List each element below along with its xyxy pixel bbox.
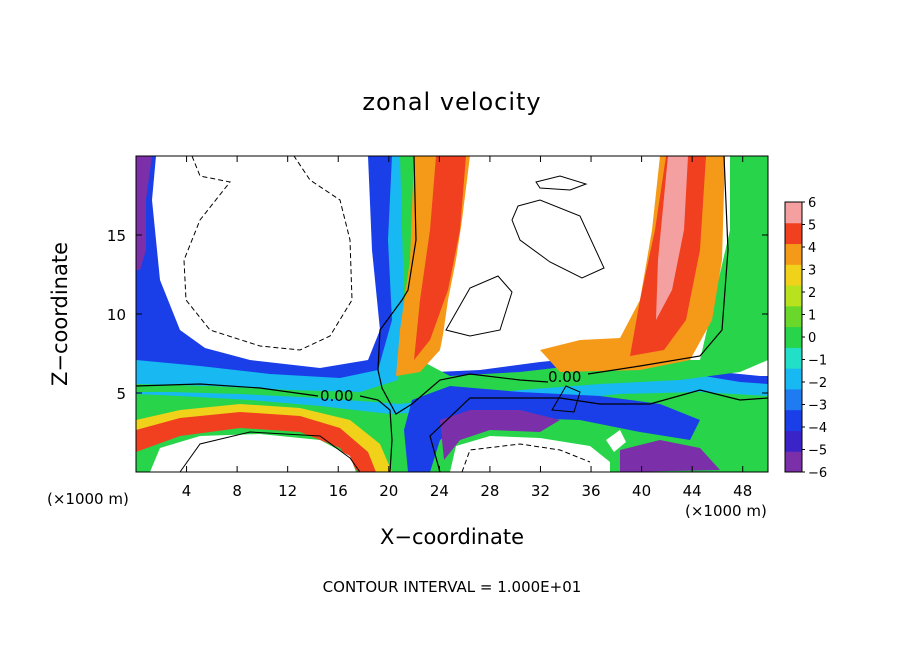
field-plume-pink-right [656,156,688,320]
x-tick-label: 24 [430,482,449,500]
colorbar-label: 2 [808,286,816,301]
colorbar-label: −6 [808,466,827,481]
colorbar-swatch [785,305,802,328]
colorbar-swatch [785,285,802,307]
field-trough-blue-mid [404,386,700,472]
colorbar-swatch [785,430,802,452]
colorbar-label: 3 [808,264,816,279]
contour-loop-lower-right [551,385,581,413]
contour-loop-lower-left [179,431,361,472]
contour-dashed-lower [461,443,591,472]
colorbar-swatch [785,368,802,390]
colorbar-label: 1 [808,309,816,324]
contour-zero-right [587,156,729,375]
colorbar: −6 −5 −4 −3 −2 −1 0 1 2 3 4 5 6 [784,196,827,481]
x-tick-label: 12 [278,482,297,500]
colorbar-label: 6 [808,196,816,211]
colorbar-label: −1 [808,354,827,369]
x-tick-label: 40 [632,482,651,500]
field-column-red-24 [414,156,466,360]
contour-interval-note: CONTOUR INTERVAL = 1.000E+01 [322,578,582,596]
x-tick-label: 36 [581,482,600,500]
colorbar-swatch [785,409,802,431]
contour-label-zero: 0.00 [320,387,353,405]
x-unit-label-right: (×1000 m) [685,502,767,520]
contour-loop-mid [445,275,513,337]
colorbar-swatch [785,388,802,411]
y-tick-label: 10 [107,306,126,324]
contour-zero-column [377,156,549,415]
heatmap-field [136,156,768,472]
colorbar-swatch [785,326,802,348]
y-axis-ticks: 5 10 15 [107,227,768,403]
colorbar-label: −2 [808,376,827,391]
field-trough-purple-mid [440,410,560,460]
x-tick-label: 48 [733,482,752,500]
x-unit-label-left: (×1000 m) [47,490,129,508]
colorbar-label: 5 [808,219,816,234]
field-hole-upper-left [160,156,362,350]
x-tick-label: 32 [531,482,550,500]
x-axis-label: X−coordinate [380,525,524,549]
field-hole-small [606,430,626,452]
colorbar-label: −4 [808,421,827,436]
field-hole-upper-center [440,156,650,356]
contour-loop-upper-center [511,199,605,279]
colorbar-swatch [785,202,802,224]
x-axis-ticks: 4 8 12 16 20 24 28 32 36 40 44 48 [182,156,752,500]
colorbar-swatch [785,347,802,369]
contour-zero-lower [429,389,768,472]
x-tick-label: 44 [683,482,702,500]
colorbar-label: −3 [808,399,827,414]
colorbar-swatch [785,222,802,245]
x-tick-label: 20 [379,482,398,500]
field-jet-red-low [136,412,376,472]
y-tick-label: 15 [107,227,126,245]
x-tick-label: 28 [480,482,499,500]
field-edge-purple-left [136,156,152,270]
field-edge-purple-right [620,440,720,472]
contour-zero-main [136,383,393,472]
colorbar-swatch [785,243,802,265]
x-tick-label: 16 [329,482,348,500]
x-tick-label: 4 [182,482,192,500]
contour-dashed-left [183,156,353,351]
colorbar-label: 0 [808,331,816,346]
colorbar-label: −5 [808,444,827,459]
colorbar-swatch [785,451,802,473]
colorbar-swatch [785,264,802,286]
field-hole-lower-center [450,436,610,472]
colorbar-label: 4 [808,241,816,256]
chart-title: zonal velocity [362,88,542,116]
x-tick-label: 8 [232,482,242,500]
contour-label-zero-2: 0.00 [548,368,581,386]
contour-loop-small-top [535,175,588,191]
y-tick-label: 5 [116,385,126,403]
